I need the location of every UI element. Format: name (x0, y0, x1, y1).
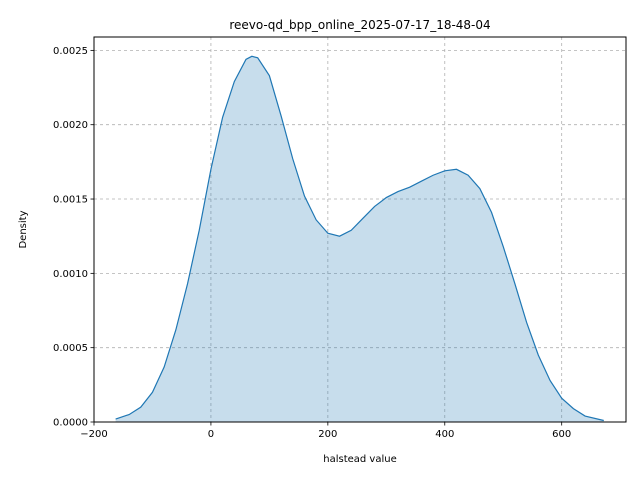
plot-area (115, 55, 604, 422)
y-tick-label: 0.0005 (53, 343, 88, 354)
x-tick-label: 200 (318, 429, 337, 440)
density-line (115, 55, 604, 422)
x-axis: −200 0 200 400 600 (80, 422, 571, 440)
x-axis-label: halstead value (323, 454, 397, 465)
density-area (115, 56, 604, 422)
y-tick-label: 0.0020 (53, 120, 88, 131)
x-tick-label: 400 (435, 429, 454, 440)
y-tick-label: 0.0000 (53, 418, 88, 429)
y-tick-label: 0.0015 (53, 195, 88, 206)
y-tick-label: 0.0025 (53, 46, 88, 57)
x-tick-label: 600 (552, 429, 571, 440)
x-tick-label: −200 (80, 429, 107, 440)
y-axis-label: Density (18, 210, 29, 248)
axes-frame (93, 36, 627, 423)
x-tick-label: 0 (208, 429, 214, 440)
chart-title: reevo-qd_bpp_online_2025-07-17_18-48-04 (229, 18, 490, 32)
y-tick-label: 0.0010 (53, 269, 88, 280)
y-axis: 0.0000 0.0005 0.0010 0.0015 0.0020 0.0025 (53, 46, 94, 429)
